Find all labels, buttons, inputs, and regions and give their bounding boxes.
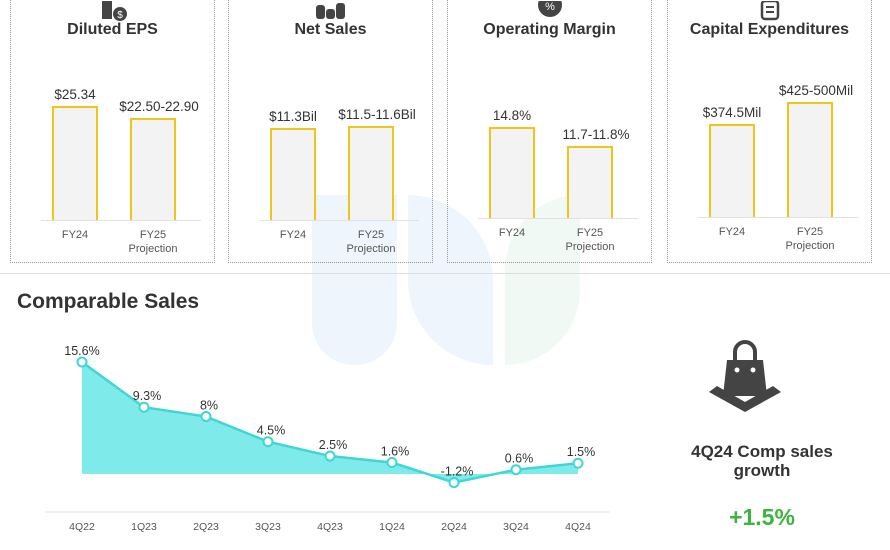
bar-category-label: FY25 Projection — [786, 225, 835, 253]
category: FY24 — [279, 229, 307, 241]
bar-category-label: FY24 — [499, 226, 525, 240]
bar-axis — [259, 220, 419, 221]
card-title: Diluted EPS — [67, 21, 158, 38]
bar-value-label: $22.50-22.90 — [119, 98, 199, 114]
category: FY25 — [576, 227, 604, 239]
bar-category-label: FY24 — [719, 225, 745, 239]
person-dollar-icon: $ — [101, 1, 127, 21]
x-tick-label: 4Q22 — [69, 521, 95, 533]
svg-text:$: $ — [117, 10, 123, 21]
category: FY25 — [796, 226, 824, 238]
caption-line-1: 4Q24 Comp sales — [691, 442, 833, 461]
category-sub: Projection — [346, 243, 396, 255]
coin-stacks-icon — [315, 3, 345, 19]
bar-value-label: $11.5-11.6Bil — [338, 106, 416, 122]
card-title: Net Sales — [294, 21, 367, 38]
data-point — [200, 411, 212, 423]
data-label: 9.3% — [133, 389, 162, 403]
kpi-card: % Operating Margin 14.8% FY24 11.7-11.8% FY25… — [447, 0, 652, 263]
x-tick-label: 1Q24 — [379, 521, 405, 533]
data-point — [76, 356, 88, 368]
svg-text:%: % — [545, 1, 555, 13]
data-label: 0.6% — [505, 452, 534, 466]
bar-category-label: FY25 Projection — [129, 228, 178, 256]
bar-axis — [698, 217, 858, 218]
data-label: 8% — [200, 399, 218, 413]
bar — [270, 128, 316, 220]
bar — [130, 117, 176, 220]
bar — [489, 126, 535, 218]
highlight-caption: 4Q24 Comp sales growth — [672, 442, 852, 480]
category: FY24 — [498, 227, 526, 239]
data-point — [510, 464, 522, 476]
data-label: 15.6% — [64, 344, 99, 358]
bar — [52, 105, 98, 220]
bar-value-label: 11.7-11.8% — [562, 126, 630, 142]
category-sub: Projection — [128, 243, 178, 255]
category: FY25 — [139, 229, 167, 241]
kpi-card: $ Diluted EPS $25.34 FY24 $22.50-22.90 FY25 Pr… — [10, 0, 215, 263]
data-label: 1.5% — [567, 445, 596, 459]
caption-line-2: growth — [733, 461, 791, 480]
data-point — [138, 401, 150, 413]
bar-category-label: FY24 — [280, 228, 306, 242]
card-title: Capital Expenditures — [689, 21, 850, 38]
highlight-value: +1.5% — [729, 504, 795, 530]
data-label: -1.2% — [441, 465, 474, 479]
data-label: 1.6% — [381, 445, 410, 459]
data-point — [324, 450, 336, 462]
bar-value-label: 14.8% — [492, 107, 532, 123]
section-title: Comparable Sales — [17, 290, 200, 313]
x-tick-label: 2Q23 — [193, 521, 219, 533]
x-tick-label: 3Q23 — [255, 521, 281, 533]
x-tick-label: 2Q24 — [441, 521, 467, 533]
category: FY25 — [357, 229, 385, 241]
watermark-shape — [312, 195, 397, 365]
data-point — [386, 457, 398, 469]
category-sub: Projection — [785, 240, 835, 252]
bar-axis — [478, 218, 638, 219]
section-divider — [0, 273, 890, 274]
bar — [787, 102, 833, 217]
x-tick-label: 3Q24 — [503, 521, 529, 533]
bar — [348, 125, 394, 220]
data-label: 4.5% — [257, 424, 286, 438]
shopping-bag-icon — [709, 340, 781, 412]
category-sub: Projection — [565, 241, 615, 253]
bar-category-label: FY25 Projection — [347, 228, 396, 256]
category: FY24 — [61, 229, 89, 241]
data-label: 2.5% — [319, 438, 348, 452]
bar-value-label: $11.3Bil — [269, 109, 317, 125]
bar-value-label: $374.5Mil — [702, 105, 762, 121]
card-title: Operating Margin — [483, 21, 616, 38]
kpi-card: Net Sales $11.3Bil FY24 $11.5-11.6Bil FY25 Pr… — [228, 0, 433, 263]
area-fill — [82, 361, 578, 483]
percent-badge-icon: % — [537, 1, 562, 17]
kpi-card: Capital Expenditures $374.5Mil FY24 $425-50… — [667, 0, 872, 263]
bar-value-label: $25.34 — [54, 86, 96, 102]
bar-category-label: FY24 — [62, 228, 88, 242]
bar — [567, 145, 613, 218]
bar-category-label: FY25 Projection — [566, 226, 615, 254]
x-tick-label: 4Q24 — [565, 521, 591, 533]
bar-axis — [41, 220, 201, 221]
list-document-icon — [760, 1, 779, 21]
data-point — [262, 436, 274, 448]
x-tick-label: 4Q23 — [317, 521, 343, 533]
bar — [709, 124, 755, 217]
x-tick-label: 1Q23 — [131, 521, 157, 533]
data-point — [572, 457, 584, 469]
category: FY24 — [718, 226, 746, 238]
data-point — [448, 477, 460, 489]
bar-value-label: $425-500Mil — [778, 83, 854, 99]
